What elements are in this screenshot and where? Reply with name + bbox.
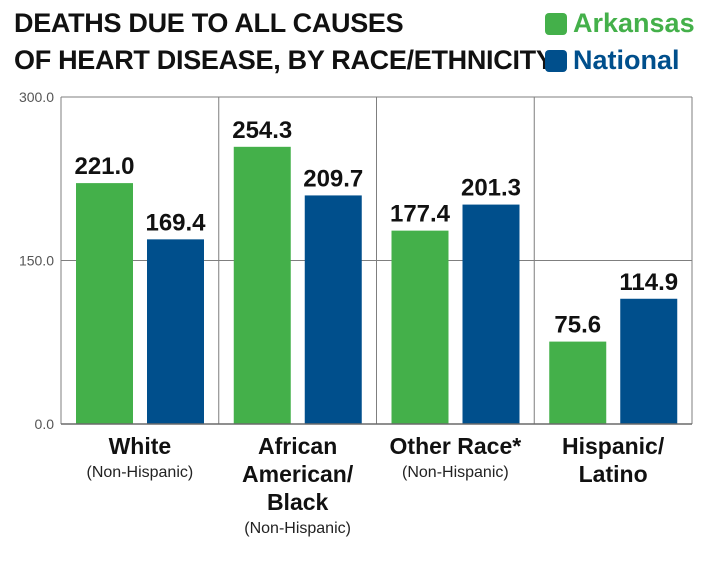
- bar-arkansas-0: [76, 183, 133, 424]
- category-label: Latino: [579, 461, 648, 487]
- data-label: 254.3: [232, 117, 292, 144]
- data-label: 169.4: [145, 209, 206, 236]
- y-tick-label: 0.0: [35, 416, 55, 432]
- bar-national-1: [304, 195, 362, 424]
- legend-item-national: National: [545, 45, 680, 76]
- category-label: Hispanic/: [562, 433, 665, 459]
- category-label: White: [109, 433, 172, 459]
- bar-national-0: [147, 239, 204, 424]
- y-tick-label: 300.0: [19, 89, 54, 105]
- legend-label-arkansas: Arkansas: [573, 8, 695, 38]
- data-label: 221.0: [74, 153, 134, 180]
- category-label: African: [258, 433, 337, 459]
- chart-title-line-2: OF HEART DISEASE, BY RACE/ETHNICITY: [14, 45, 554, 75]
- category-label: Other Race*: [390, 433, 522, 459]
- chart-title-line-1: DEATHS DUE TO ALL CAUSES: [14, 8, 404, 38]
- bar-national-2: [462, 204, 520, 424]
- category-label: American/: [242, 461, 354, 487]
- data-label: 177.4: [390, 201, 451, 228]
- bar-national-3: [620, 298, 678, 424]
- legend-item-arkansas: Arkansas: [545, 8, 695, 39]
- y-tick-label: 150.0: [19, 253, 54, 269]
- legend-swatch-national: [545, 49, 567, 72]
- category-sublabel: (Non-Hispanic): [87, 464, 194, 481]
- bar-arkansas-1: [233, 146, 291, 425]
- legend-swatch-arkansas: [545, 12, 567, 35]
- category-label: Black: [267, 489, 329, 515]
- category-sublabel: (Non-Hispanic): [402, 464, 509, 481]
- bar-arkansas-2: [391, 230, 449, 424]
- category-sublabel: (Non-Hispanic): [244, 520, 351, 537]
- bar-arkansas-3: [549, 341, 607, 424]
- legend-label-national: National: [573, 45, 680, 75]
- data-label: 201.3: [461, 175, 521, 202]
- data-label: 209.7: [303, 165, 363, 192]
- data-label: 114.9: [619, 269, 678, 296]
- data-label: 75.6: [554, 312, 601, 339]
